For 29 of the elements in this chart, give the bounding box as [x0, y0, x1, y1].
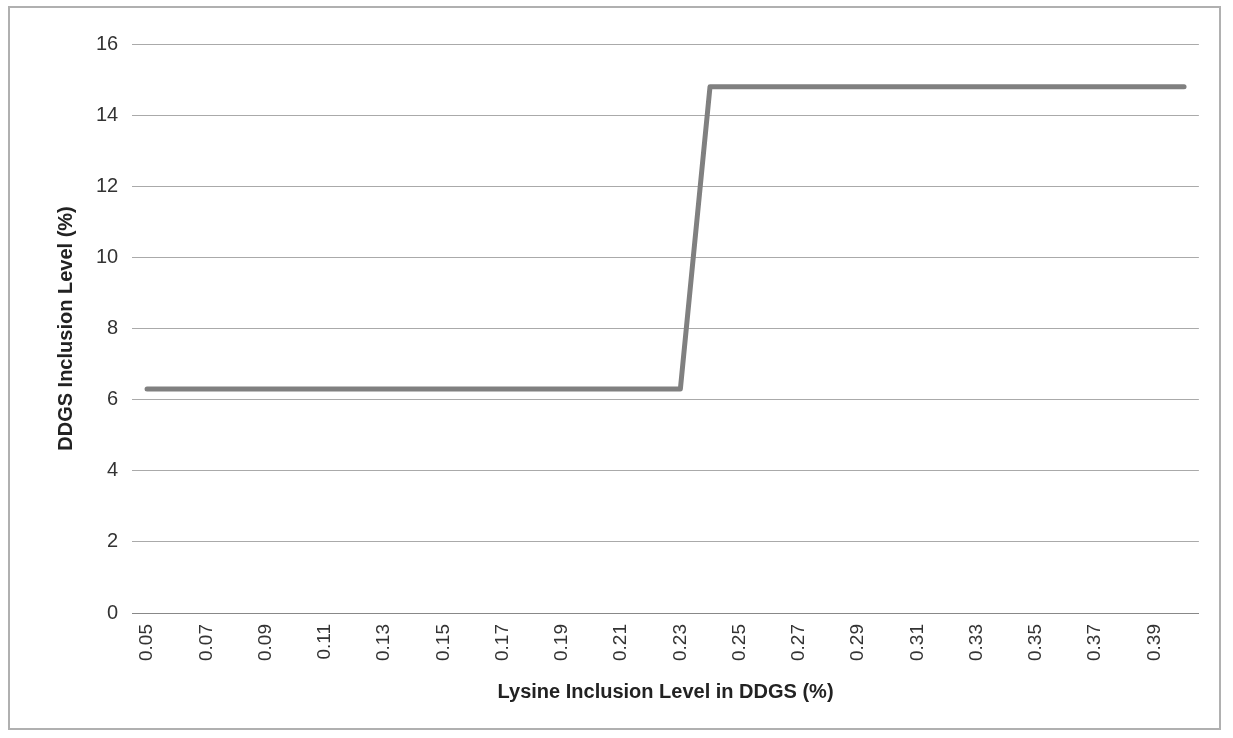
x-tick-label: 0.27: [787, 624, 809, 661]
x-axis-title: Lysine Inclusion Level in DDGS (%): [497, 679, 834, 702]
x-tick-label: 0.11: [313, 624, 335, 660]
y-tick-label: 16: [96, 31, 119, 54]
y-tick-label: 4: [107, 458, 119, 481]
y-tick-label: 2: [107, 529, 119, 552]
x-tick-label: 0.39: [1142, 624, 1164, 661]
x-tick-label: 0.25: [727, 624, 749, 661]
x-tick-label: 0.17: [490, 624, 512, 661]
y-tick-label: 8: [107, 316, 119, 339]
x-tick-label: 0.09: [253, 624, 275, 661]
x-tick-label: 0.23: [668, 624, 690, 661]
x-tick-label: 0.33: [964, 624, 986, 661]
y-tick-label: 12: [96, 173, 119, 196]
y-tick-label: 0: [107, 600, 119, 623]
x-tick-label: 0.37: [1083, 624, 1105, 661]
x-tick-label: 0.31: [905, 624, 927, 661]
y-axis-title: DDGS Inclusion Level (%): [53, 206, 76, 451]
x-tick-label: 0.35: [1024, 624, 1046, 661]
y-tick-label: 6: [107, 387, 119, 410]
x-tick-label: 0.13: [372, 624, 394, 661]
x-tick-label: 0.07: [194, 624, 216, 661]
x-tick-label: 0.21: [609, 624, 631, 661]
x-tick-label: 0.19: [550, 624, 572, 661]
x-tick-label: 0.29: [846, 624, 868, 661]
x-tick-label: 0.05: [135, 624, 157, 661]
y-tick-label: 10: [96, 244, 119, 267]
y-tick-label: 14: [96, 102, 119, 125]
x-tick-label: 0.15: [431, 624, 453, 661]
